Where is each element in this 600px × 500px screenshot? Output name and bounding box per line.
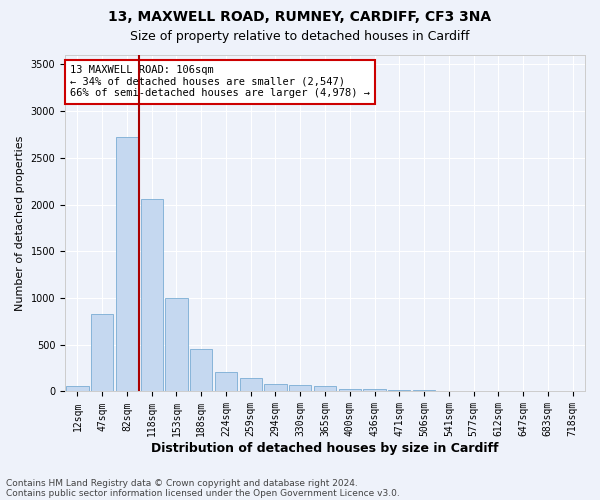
Bar xyxy=(364,389,386,392)
Bar xyxy=(437,390,460,392)
Bar xyxy=(116,137,138,392)
Bar xyxy=(140,199,163,392)
Bar xyxy=(289,386,311,392)
Bar xyxy=(413,390,435,392)
Bar xyxy=(215,372,237,392)
X-axis label: Distribution of detached houses by size in Cardiff: Distribution of detached houses by size … xyxy=(151,442,499,455)
Text: 13, MAXWELL ROAD, RUMNEY, CARDIFF, CF3 3NA: 13, MAXWELL ROAD, RUMNEY, CARDIFF, CF3 3… xyxy=(109,10,491,24)
Bar xyxy=(66,386,89,392)
Bar xyxy=(338,388,361,392)
Bar xyxy=(91,314,113,392)
Bar xyxy=(239,378,262,392)
Text: Contains public sector information licensed under the Open Government Licence v3: Contains public sector information licen… xyxy=(6,488,400,498)
Bar xyxy=(388,390,410,392)
Bar xyxy=(463,390,485,392)
Bar xyxy=(265,384,287,392)
Bar xyxy=(314,386,336,392)
Text: Size of property relative to detached houses in Cardiff: Size of property relative to detached ho… xyxy=(130,30,470,43)
Bar xyxy=(190,350,212,392)
Y-axis label: Number of detached properties: Number of detached properties xyxy=(15,136,25,311)
Bar xyxy=(166,298,188,392)
Text: Contains HM Land Registry data © Crown copyright and database right 2024.: Contains HM Land Registry data © Crown c… xyxy=(6,478,358,488)
Text: 13 MAXWELL ROAD: 106sqm
← 34% of detached houses are smaller (2,547)
66% of semi: 13 MAXWELL ROAD: 106sqm ← 34% of detache… xyxy=(70,65,370,98)
